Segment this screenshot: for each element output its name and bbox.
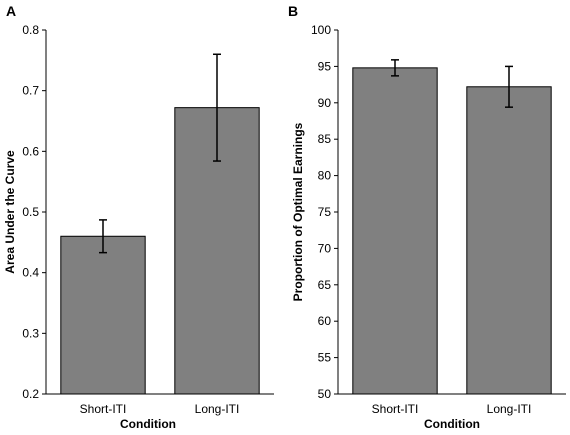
panel-b-y-tick-label: 70	[318, 241, 332, 255]
panel-b-y-tick-label: 90	[318, 96, 332, 110]
panel-b-y-tick-label: 75	[318, 205, 332, 219]
panel-a-label: A	[6, 3, 16, 19]
panel-b-y-tick-label: 65	[318, 278, 332, 292]
panel-b-y-axis-title: Proportion of Optimal Earnings	[291, 122, 305, 301]
panel-b-y-tick-label: 55	[318, 351, 332, 365]
panel-b-y-tick-label: 95	[318, 59, 332, 73]
panel-a-y-tick-label: 0.7	[22, 84, 39, 98]
panel-b-category-label: Short-ITI	[372, 402, 419, 416]
panel-a-y-tick-label: 0.4	[22, 266, 39, 280]
panel-a-y-tick-label: 0.6	[22, 144, 39, 158]
panel-a-y-tick-label: 0.3	[22, 326, 39, 340]
panel-a-y-tick-label: 0.2	[22, 387, 39, 401]
panel-b-category-label: Long-ITI	[487, 402, 532, 416]
panel-b-y-tick-label: 50	[318, 387, 332, 401]
panel-a-category-label: Short-ITI	[80, 402, 127, 416]
panel-b-y-tick-label: 85	[318, 132, 332, 146]
panel-b-label: B	[288, 3, 298, 19]
panel-a-category-label: Long-ITI	[195, 402, 240, 416]
panel-a-x-axis-title: Condition	[120, 417, 176, 431]
panel-b-bar-long-iti	[466, 86, 552, 395]
panel-b-y-tick-label: 60	[318, 314, 332, 328]
panel-b-y-tick-label: 100	[311, 23, 331, 37]
panel-b-y-tick-label: 80	[318, 169, 332, 183]
panel-a: A Area Under the Curve Condition 0.20.30…	[3, 3, 274, 431]
panel-b-x-axis-title: Condition	[424, 417, 480, 431]
panel-a-y-axis-title: Area Under the Curve	[3, 150, 17, 274]
panel-b-marks: 50 55 60 65 70 75 80 85 90 95 100 Short-ITI Long-ITI	[311, 23, 552, 416]
panel-b: B Proportion of Optimal Earnings Conditi…	[288, 3, 566, 431]
panel-a-y-tick-label: 0.8	[22, 23, 39, 37]
panel-a-y-tick-label: 0.5	[22, 205, 39, 219]
panel-a-bar-short-iti	[60, 235, 146, 395]
panel-b-bar-short-iti	[352, 67, 438, 395]
panel-a-marks: 0.2 0.3 0.4 0.5 0.6 0.7 0.8 Short-ITI Long-ITI	[22, 23, 260, 416]
